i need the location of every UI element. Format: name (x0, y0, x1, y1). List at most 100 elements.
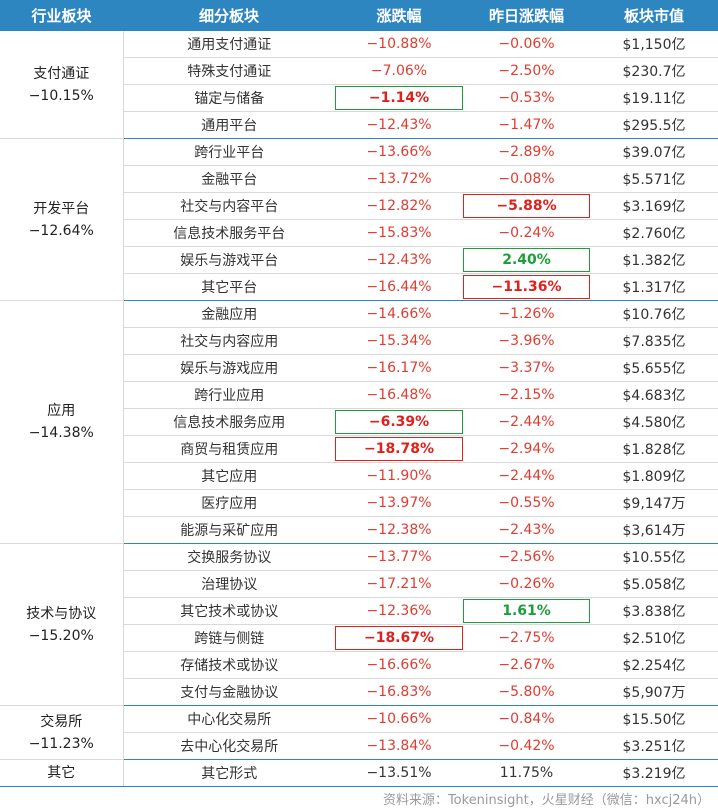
prev-change-value: −11.36% (463, 273, 590, 301)
header-prev-change: 昨日涨跌幅 (463, 0, 590, 31)
change-value: −18.78% (335, 435, 463, 463)
change-value: −16.44% (335, 273, 463, 301)
change-value: −13.77% (335, 543, 463, 571)
change-value: −13.84% (335, 732, 463, 760)
prev-change-value: −5.88% (463, 192, 590, 220)
header-change: 涨跌幅 (335, 0, 463, 31)
prev-change-value: −0.55% (463, 489, 590, 517)
sector-change: −15.20% (28, 627, 94, 644)
table-row: 娱乐与游戏应用 −16.17% −3.37% $5.655亿 (0, 354, 718, 382)
sub-sector-name: 支付与金融协议 (123, 678, 335, 706)
table-row: 开发平台 −12.64% 跨行业平台 −13.66% −2.89% $39.07亿 (0, 138, 718, 301)
sub-sector-name: 娱乐与游戏应用 (123, 354, 335, 382)
sub-sector-name: 娱乐与游戏平台 (123, 246, 335, 274)
prev-change-value: −0.06% (463, 31, 590, 58)
prev-change-value: −2.56% (463, 543, 590, 571)
change-value: −1.14% (335, 84, 463, 112)
sub-sector-name: 能源与采矿应用 (123, 516, 335, 544)
change-value: −10.66% (335, 705, 463, 733)
change-value: −14.66% (335, 300, 463, 328)
sub-sector-name: 跨行业平台 (123, 138, 335, 166)
market-cap-value: $2.760亿 (590, 219, 718, 247)
table-row: 应用 −14.38% 金融应用 −14.66% −1.26% $10.76亿 (0, 300, 718, 544)
change-value: −13.97% (335, 489, 463, 517)
market-cap-value: $5.571亿 (590, 165, 718, 193)
table-row: 交易所 −11.23% 中心化交易所 −10.66% −0.84% $15.50亿 (0, 705, 718, 760)
sector-change: −10.15% (28, 87, 94, 104)
sub-sector-name: 特殊支付通证 (123, 57, 335, 85)
table-row: 跨行业应用 −16.48% −2.15% $4.683亿 (0, 381, 718, 409)
table-row: 能源与采矿应用 −12.38% −2.43% $3,614万 (0, 516, 718, 544)
market-cap-value: $2.254亿 (590, 651, 718, 679)
sector-name: 其它 (47, 765, 76, 781)
change-value: −12.43% (335, 246, 463, 274)
sector-cell: 交易所 −11.23% (0, 705, 124, 760)
prev-change-value: −0.53% (463, 84, 590, 112)
change-value: −10.88% (335, 31, 463, 58)
table-row: 商贸与租赁应用 −18.78% −2.94% $1.828亿 (0, 435, 718, 463)
table-header-row: 行业板块 细分板块 涨跌幅 昨日涨跌幅 板块市值 (0, 0, 718, 31)
sector-cell: 支付通证 −10.15% (0, 31, 124, 139)
market-cap-value: $3.219亿 (590, 759, 718, 787)
market-cap-value: $9,147万 (590, 489, 718, 517)
change-value: −17.21% (335, 570, 463, 598)
sub-sector-name: 锚定与储备 (123, 84, 335, 112)
change-value: −18.67% (335, 624, 463, 652)
prev-change-value: −0.42% (463, 732, 590, 760)
sector-name: 技术与协议 (26, 605, 97, 622)
sub-sector-name: 治理协议 (123, 570, 335, 598)
sector-name: 开发平台 (33, 200, 90, 217)
change-value: −13.66% (335, 138, 463, 166)
market-cap-value: $1.382亿 (590, 246, 718, 274)
sector-change: −14.38% (28, 425, 94, 441)
prev-change-value: −2.67% (463, 651, 590, 679)
prev-change-value: −2.15% (463, 381, 590, 409)
sector-performance-table: 行业板块 细分板块 涨跌幅 昨日涨跌幅 板块市值 支付通证 −10.15% 通用支付… (0, 0, 718, 787)
prev-change-value: −2.50% (463, 57, 590, 85)
table-row: 其它平台 −16.44% −11.36% $1.317亿 (0, 273, 718, 301)
table-row: 娱乐与游戏平台 −12.43% 2.40% $1.382亿 (0, 246, 718, 274)
market-cap-value: $3.169亿 (590, 192, 718, 220)
source-note: 资料来源：Tokeninsight，火星财经（微信：hxcj24h） (382, 793, 710, 808)
table-row: 金融平台 −13.72% −0.08% $5.571亿 (0, 165, 718, 193)
prev-change-value: 1.61% (463, 597, 590, 625)
market-cap-value: $1.828亿 (590, 435, 718, 463)
market-cap-value: $2.510亿 (590, 624, 718, 652)
table-row: 信息技术服务平台 −15.83% −0.24% $2.760亿 (0, 219, 718, 247)
change-value: −12.82% (335, 192, 463, 220)
prev-change-value: −0.08% (463, 165, 590, 193)
market-cap-value: $10.55亿 (590, 543, 718, 571)
table-row: 存储技术或协议 −16.66% −2.67% $2.254亿 (0, 651, 718, 679)
change-value: −12.36% (335, 597, 463, 625)
table-row: 去中心化交易所 −13.84% −0.42% $3.251亿 (0, 732, 718, 760)
change-value: −15.34% (335, 327, 463, 355)
sub-sector-name: 跨链与侧链 (123, 624, 335, 652)
sub-sector-name: 医疗应用 (123, 489, 335, 517)
sub-sector-name: 跨行业应用 (123, 381, 335, 409)
market-cap-value: $5,907万 (590, 678, 718, 706)
market-cap-value: $5.058亿 (590, 570, 718, 598)
change-value: −16.48% (335, 381, 463, 409)
sub-sector-name: 金融应用 (123, 300, 335, 328)
market-cap-value: $39.07亿 (590, 138, 718, 166)
prev-change-value: −2.44% (463, 462, 590, 490)
table-row: 跨链与侧链 −18.67% −2.75% $2.510亿 (0, 624, 718, 652)
table-row: 技术与协议 −15.20% 交换服务协议 −13.77% −2.56% $10.55亿 (0, 543, 718, 706)
prev-change-value: −0.26% (463, 570, 590, 598)
sub-sector-name: 社交与内容平台 (123, 192, 335, 220)
header-sub-sector: 细分板块 (123, 0, 335, 31)
table-row: 社交与内容应用 −15.34% −3.96% $7.835亿 (0, 327, 718, 355)
market-cap-value: $5.655亿 (590, 354, 718, 382)
sector-change: −12.64% (28, 222, 94, 239)
prev-change-value: −0.84% (463, 705, 590, 733)
table-body: 支付通证 −10.15% 通用支付通证 −10.88% −0.06% $1,150亿 特殊支… (0, 31, 718, 787)
prev-change-value: −1.47% (463, 111, 590, 139)
prev-change-value: −3.96% (463, 327, 590, 355)
sub-sector-name: 其它形式 (123, 759, 335, 787)
change-value: −12.43% (335, 111, 463, 139)
sub-sector-name: 其它技术或协议 (123, 597, 335, 625)
market-cap-value: $3.251亿 (590, 732, 718, 760)
market-cap-value: $4.580亿 (590, 408, 718, 436)
sub-sector-name: 信息技术服务应用 (123, 408, 335, 436)
market-cap-value: $1,150亿 (590, 31, 718, 58)
